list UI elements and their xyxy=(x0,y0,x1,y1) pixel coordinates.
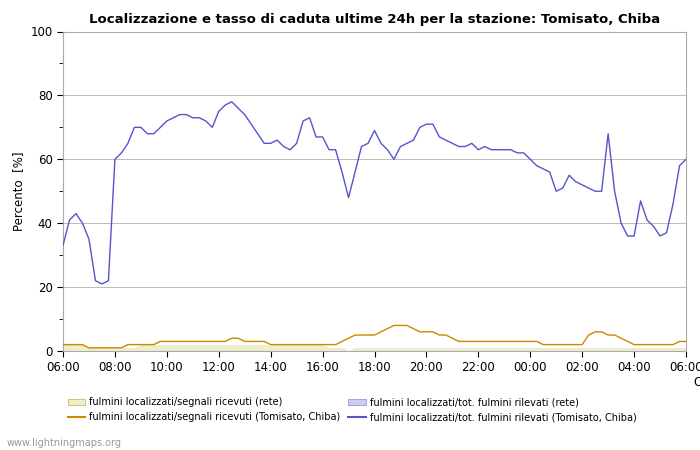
Legend: fulmini localizzati/segnali ricevuti (rete), fulmini localizzati/segnali ricevut: fulmini localizzati/segnali ricevuti (re… xyxy=(68,397,636,422)
Y-axis label: Percento  [%]: Percento [%] xyxy=(12,152,24,231)
Title: Localizzazione e tasso di caduta ultime 24h per la stazione: Tomisato, Chiba: Localizzazione e tasso di caduta ultime … xyxy=(89,13,660,26)
Text: Orario: Orario xyxy=(693,376,700,389)
Text: www.lightningmaps.org: www.lightningmaps.org xyxy=(7,438,122,448)
